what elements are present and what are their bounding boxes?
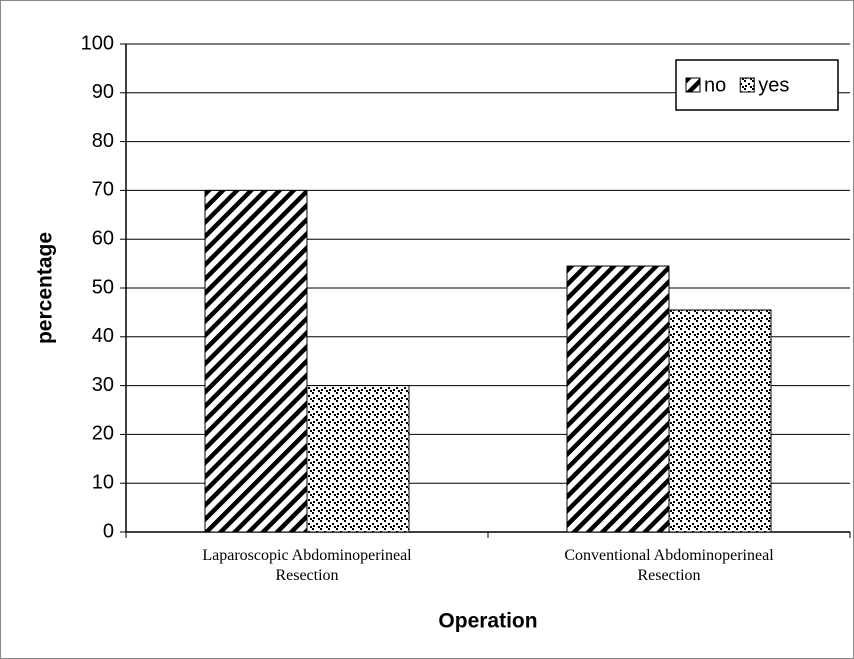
bar bbox=[204, 189, 308, 533]
y-tick-label: 20 bbox=[92, 423, 114, 445]
y-tick-label: 10 bbox=[92, 471, 114, 493]
y-axis-title: percentage bbox=[34, 232, 57, 344]
x-axis-title: Operation bbox=[438, 610, 537, 633]
y-tick-label: 100 bbox=[81, 32, 114, 54]
legend-swatch bbox=[685, 77, 701, 93]
y-tick-label: 70 bbox=[92, 179, 114, 201]
legend-label: no bbox=[704, 74, 726, 96]
y-tick-label: 80 bbox=[92, 130, 114, 152]
y-tick-label: 30 bbox=[92, 374, 114, 396]
y-tick-label: 0 bbox=[103, 520, 114, 542]
y-tick-label: 50 bbox=[92, 276, 114, 298]
y-tick-label: 60 bbox=[92, 227, 114, 249]
legend-box bbox=[675, 59, 839, 111]
legend-label: yes bbox=[758, 74, 789, 96]
x-tick-label: Laparoscopic Abdominoperineal Resection bbox=[202, 547, 412, 584]
x-tick-label: Conventional Abdominoperineal Resection bbox=[564, 547, 774, 584]
y-tick-label: 90 bbox=[92, 81, 114, 103]
bar bbox=[306, 385, 410, 533]
legend-swatch bbox=[739, 77, 755, 93]
y-tick-label: 40 bbox=[92, 325, 114, 347]
bar bbox=[566, 265, 670, 533]
bar bbox=[668, 309, 772, 533]
